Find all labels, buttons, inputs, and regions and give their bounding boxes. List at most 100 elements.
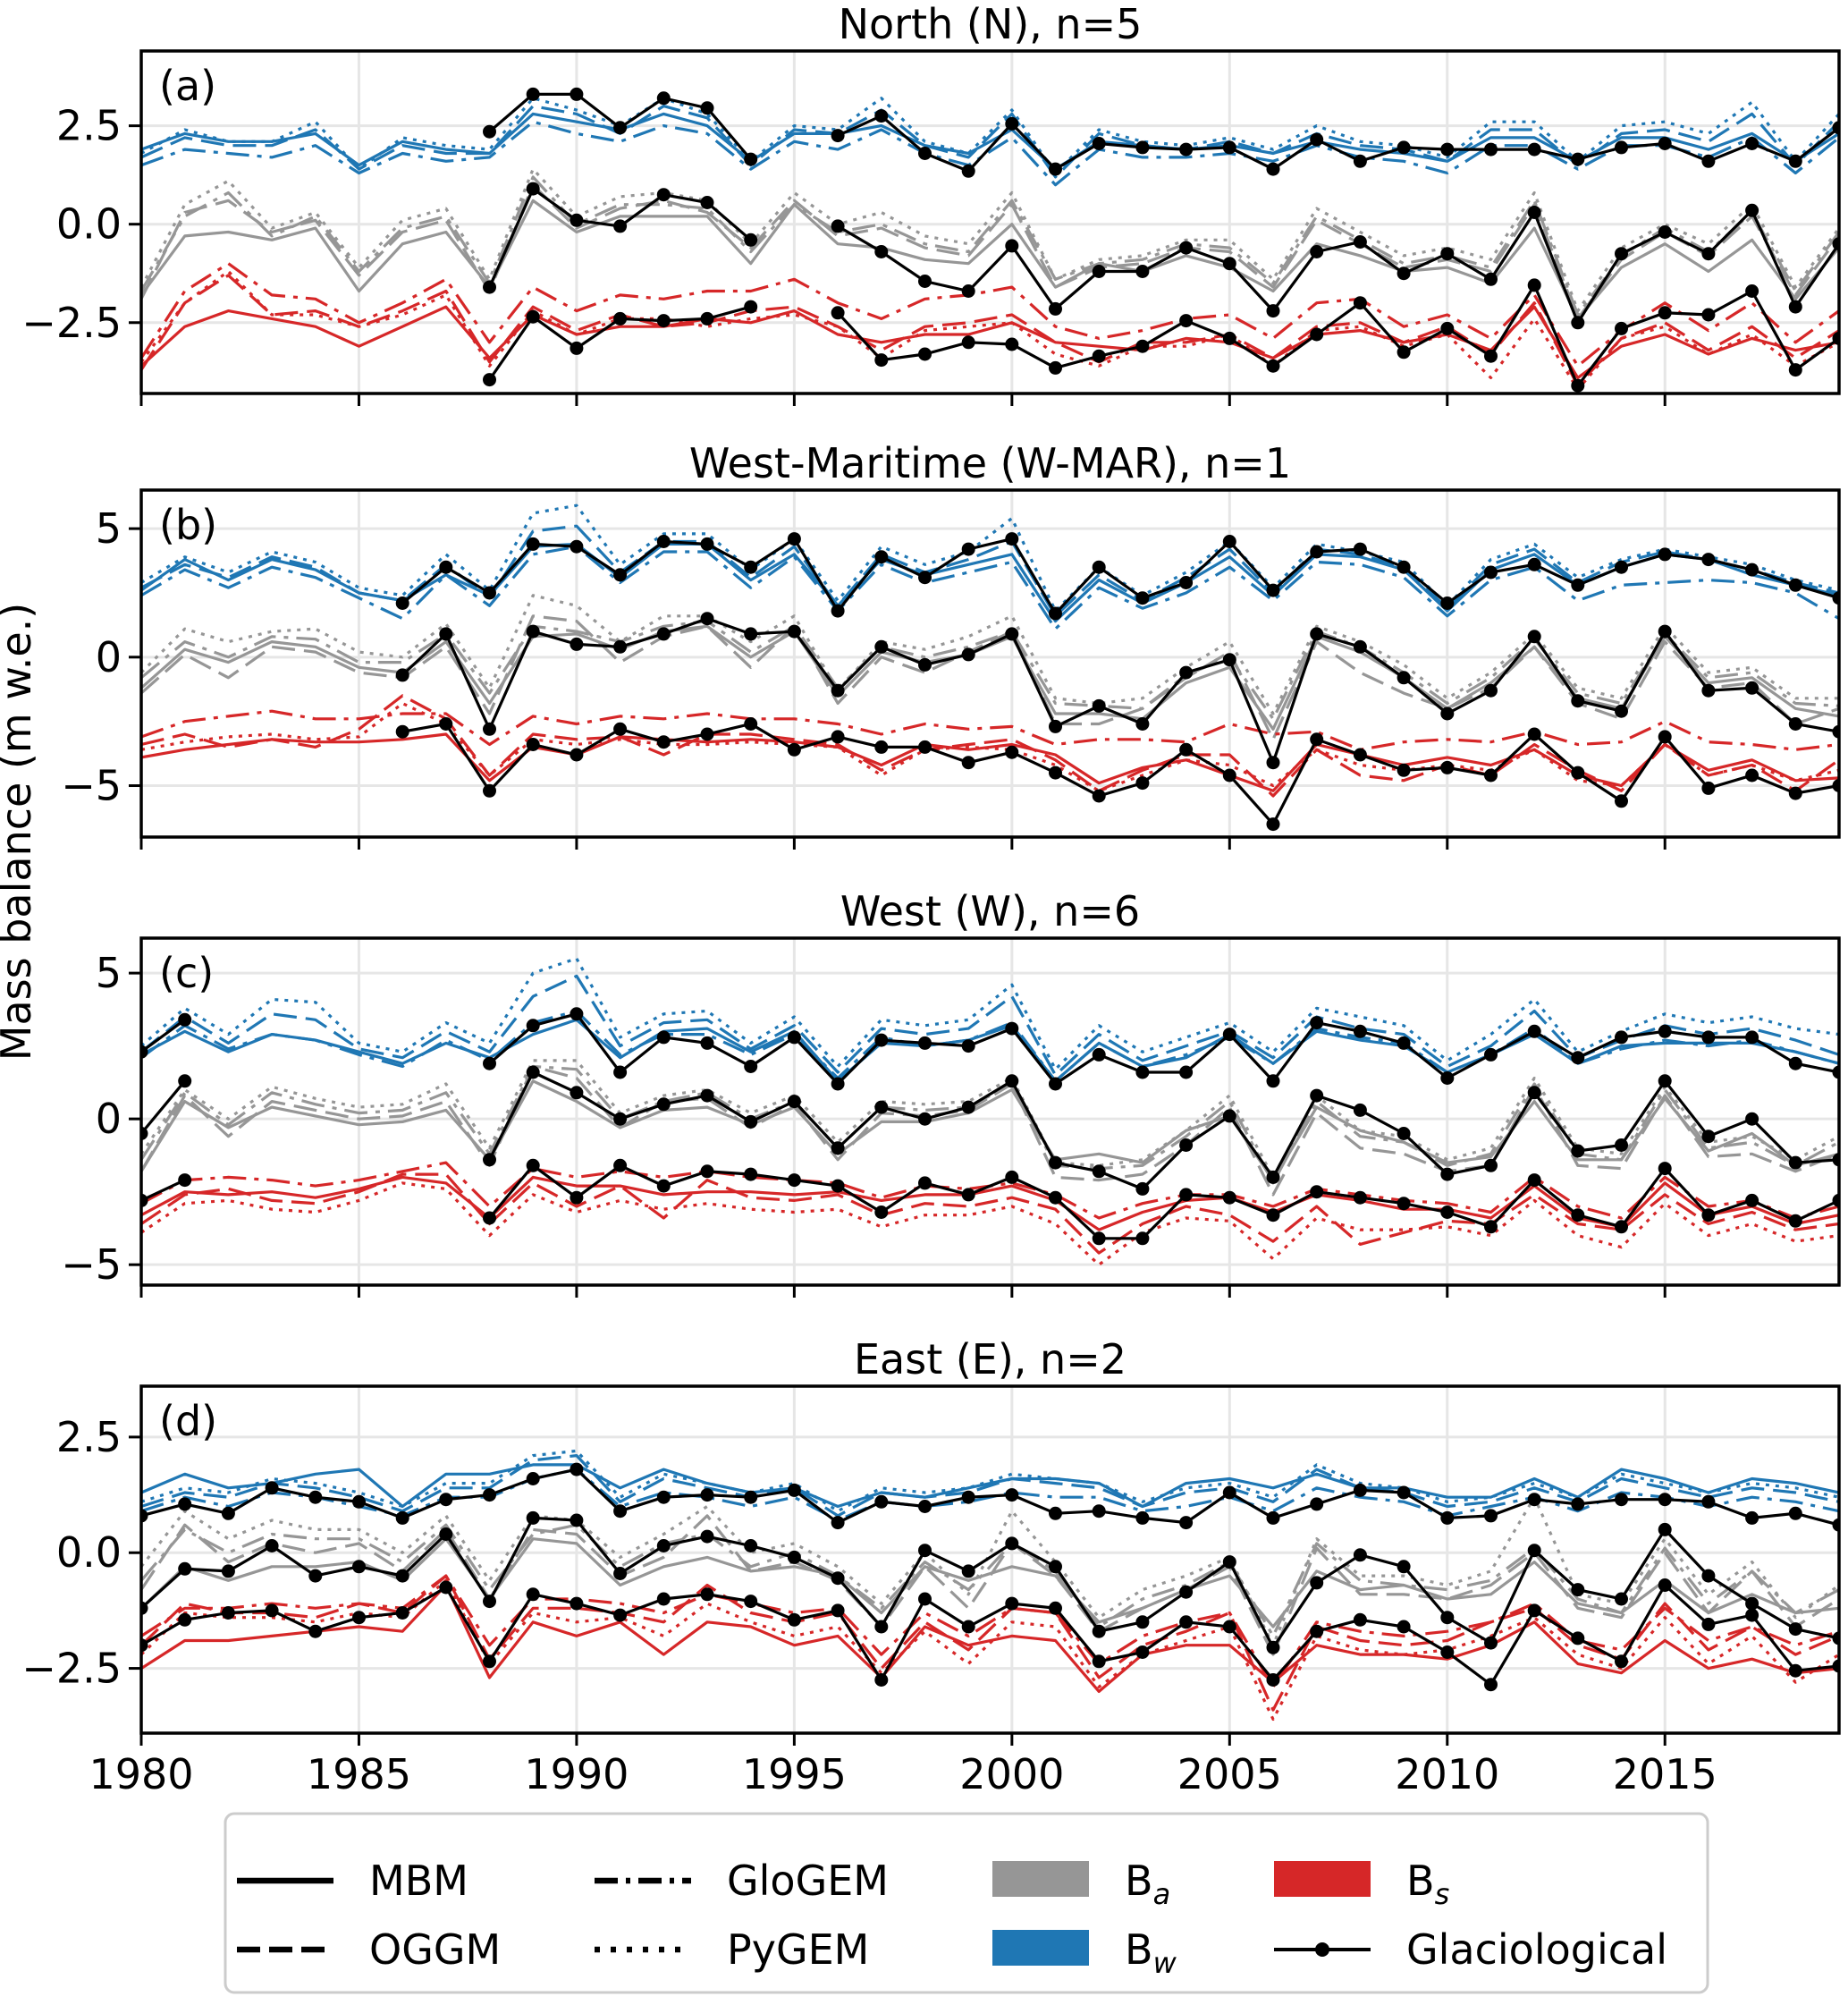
glaciological-Bw-point	[1049, 1506, 1062, 1520]
glaciological-Bw-point	[1701, 1030, 1716, 1045]
x-tick-label: 2010	[1395, 1750, 1499, 1798]
glaciological-Bw-point	[961, 542, 975, 556]
glaciological-Ba-point	[1397, 1127, 1411, 1140]
glaciological-Ba-point	[1353, 235, 1367, 249]
glaciological-Bs-point	[1745, 1193, 1759, 1207]
glaciological-Ba-point	[1222, 1555, 1236, 1569]
glaciological-Bw-point	[1440, 1071, 1455, 1085]
glaciological-Bw-point	[1397, 1485, 1411, 1500]
glaciological-Bw-point	[1832, 1065, 1839, 1079]
glaciological-Bs-point	[1310, 327, 1324, 342]
axes-frame	[139, 49, 1841, 395]
glaciological-Ba-point	[656, 1539, 671, 1552]
y-tick-label: −2.5	[21, 299, 122, 347]
glaciological-Bs-point	[1005, 337, 1019, 351]
glaciological-Bs-point	[1092, 789, 1106, 803]
glaciological-Ba-point	[1397, 1560, 1411, 1574]
glaciological-Bw-point	[874, 1033, 889, 1047]
glaciological-Bs-point	[483, 783, 496, 798]
glaciological-Ba-point	[787, 624, 801, 639]
glaciological-Bw-point	[352, 1494, 366, 1509]
glaciological-Bw-point	[483, 1488, 496, 1502]
glaciological-Ba-point	[1571, 694, 1585, 708]
glaciological-Bw-point	[1135, 1065, 1150, 1079]
glaciological-Ba-point	[700, 1529, 714, 1544]
series-Bw-MBM	[141, 112, 1839, 171]
glaciological-Bw-point	[1527, 557, 1541, 571]
series-Bw-GloGEM	[141, 545, 1839, 630]
glaciological-Bw-point	[1353, 542, 1367, 556]
glaciological-Bw-point	[1484, 1509, 1498, 1523]
series-Ba-GloGEM	[141, 1523, 1839, 1638]
glaciological-Ba-point	[1005, 1074, 1019, 1088]
series-Bw-OGGM	[141, 1453, 1839, 1518]
series-Bw-PyGEM	[141, 97, 1839, 175]
glaciological-Ba-line	[488, 1070, 1839, 1191]
glaciological-Bs-point	[1397, 763, 1411, 777]
glaciological-Bw-point	[874, 550, 889, 564]
glaciological-Ba-point	[1005, 1536, 1019, 1551]
glaciological-Bw-line	[488, 1011, 1839, 1087]
glaciological-Ba-point	[1484, 1158, 1498, 1172]
glaciological-Ba-point	[483, 280, 496, 294]
series-Bs-OGGM	[141, 1172, 1839, 1255]
glaciological-Bs-point	[613, 1608, 628, 1622]
series-Bs-OGGM	[141, 1574, 1839, 1712]
glaciological-Bw-line	[401, 537, 1839, 616]
glaciological-Ba-point	[831, 683, 845, 698]
glaciological-Bw-point	[1397, 560, 1411, 574]
glaciological-Bw-point	[1745, 1030, 1759, 1045]
glaciological-Bw-point	[1005, 1488, 1019, 1502]
glaciological-Bs-point	[439, 1580, 453, 1595]
x-tick-label: 1985	[307, 1750, 411, 1798]
glaciological-Ba-point	[1440, 706, 1455, 721]
series-Bs-OGGM	[141, 694, 1839, 798]
glaciological-Bw-point	[1658, 1493, 1672, 1507]
glaciological-Bw-point	[1440, 596, 1455, 610]
glaciological-Bs-point	[1440, 321, 1455, 335]
glaciological-Bs-point	[1266, 1208, 1280, 1222]
glaciological-Ba-point	[1658, 1522, 1672, 1536]
series-Bw-OGGM	[141, 104, 1839, 179]
legend-item-bs: Bs	[1274, 1857, 1449, 1911]
glaciological-Bs-point	[1527, 727, 1541, 741]
glaciological-Bs-point	[874, 1206, 889, 1219]
glaciological-Ba-point	[1484, 272, 1498, 286]
glaciological-Bs-point	[1310, 732, 1324, 747]
series-Ba-OGGM	[141, 1064, 1839, 1197]
panel-c: −5 0 5 West (W), n=6 (c)	[61, 887, 1841, 1298]
glaciological-Bs-point	[1788, 786, 1802, 800]
glaciological-Ba-point	[1788, 1155, 1802, 1170]
x-tick-label: 2005	[1177, 1750, 1282, 1798]
glaciological-Ba-point	[1049, 1560, 1062, 1574]
glaciological-Bw-point	[395, 596, 409, 610]
glaciological-Ba-point	[439, 627, 453, 641]
glaciological-Bs-point	[1832, 779, 1839, 792]
glaciological-Bs-point	[1222, 768, 1236, 783]
glaciological-Bs-point	[395, 724, 409, 739]
y-axis-label: Mass balance (m w.e.)	[0, 603, 40, 1061]
glaciological-Ba-point	[700, 612, 714, 626]
glaciological-Ba-point	[1135, 717, 1150, 731]
series-Bs-MBM	[141, 1583, 1839, 1694]
glaciological-Bw-point	[831, 1516, 845, 1530]
glaciological-Ba-point	[178, 1074, 192, 1088]
glaciological-Bs-point	[1527, 278, 1541, 292]
glaciological-Bw-point	[918, 571, 932, 585]
glaciological-Bs-point	[1527, 1173, 1541, 1188]
glaciological-Bw-point	[831, 129, 845, 143]
glaciological-Bw-point	[787, 1030, 801, 1045]
glaciological-Ba-point	[141, 1127, 148, 1140]
plot-area	[141, 1449, 1839, 1722]
glaciological-Ba-point	[1832, 1153, 1839, 1167]
glaciological-Ba-point	[1005, 627, 1019, 641]
series-Bs-PyGEM	[141, 701, 1839, 792]
glaciological-Bs-point	[1049, 360, 1062, 375]
legend-label: PyGEM	[727, 1925, 869, 1974]
glaciological-Bw-point	[141, 1509, 148, 1523]
glaciological-Ba-point	[874, 1620, 889, 1634]
legend-label: Glaciological	[1406, 1925, 1667, 1974]
glaciological-Bw-point	[221, 1506, 235, 1520]
glaciological-Bs-point	[1092, 1654, 1106, 1669]
glaciological-Bw-point	[1222, 140, 1236, 155]
